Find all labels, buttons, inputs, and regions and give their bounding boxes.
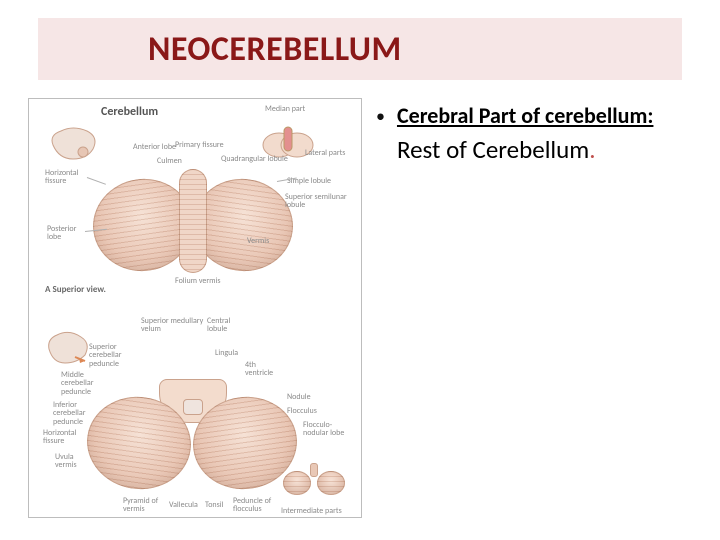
content-row: Cerebellum Median part Lateral parts (0, 92, 720, 540)
bullet-body: Cerebral Part of cerebellum: Rest of Cer… (397, 102, 696, 165)
label-flocculonodular: Flocculo-nodular lobe (303, 421, 357, 438)
label-culmen: Culmen (157, 157, 182, 165)
label-pyramid-vermis: Pyramid of vermis (123, 497, 163, 514)
label-intermediate-parts: Intermediate parts (281, 507, 342, 515)
title-box: NEOCEREBELLUM (38, 18, 682, 80)
cerebellum-anterior (87, 369, 297, 493)
bullet-heading: Cerebral Part of cerebellum: (397, 102, 696, 130)
label-posterior-lobe: Posterior lobe (47, 225, 87, 242)
view-a-label: A Superior view. (45, 285, 106, 294)
label-4th-ventricle: 4th ventricle (245, 361, 285, 378)
slide: NEOCEREBELLUM Cerebellum Median part (0, 0, 720, 540)
bullet-sub-period: . (589, 134, 595, 165)
label-ped-flocculus: Peduncle of flocculus (233, 497, 281, 514)
label-median-part: Median part (265, 105, 305, 113)
label-vallecula: Vallecula (169, 501, 198, 509)
slide-title: NEOCEREBELLUM (148, 29, 402, 70)
inferior-view: Superior medullary velum Central lobule … (29, 313, 363, 513)
label-uvula-vermis: Uvula vermis (55, 453, 95, 470)
label-lingula: Lingula (215, 349, 238, 357)
label-anterior-lobe: Anterior lobe (133, 143, 176, 151)
label-quadrangular: Quadrangular lobule (221, 155, 288, 163)
label-inf-cb-ped: Inferior cerebellar peduncle (53, 401, 109, 426)
label-mid-cb-ped: Middle cerebellar peduncle (61, 371, 117, 396)
bullet-item: • Cerebral Part of cerebellum: Rest of C… (376, 102, 696, 165)
label-vermis: Vermis (247, 237, 269, 245)
bullet-dot-icon: • (376, 102, 385, 130)
label-flocculus: Flocculus (287, 407, 317, 415)
label-sup-med-velum: Superior medullary velum (141, 317, 211, 334)
label-horizontal-fissure-2: Horizontal fissure (43, 429, 91, 446)
label-sup-cb-ped: Superior cerebellar peduncle (89, 343, 145, 368)
cerebellum-superior (93, 161, 293, 277)
bullet-sub-text: Rest of Cerebellum (397, 134, 589, 165)
flocculonodular-thumbnail (283, 463, 345, 503)
label-folium-vermis: Folium vermis (175, 277, 221, 285)
diagram-column: Cerebellum Median part Lateral parts (0, 92, 370, 540)
label-nodule: Nodule (287, 393, 311, 401)
diagram-panel: Cerebellum Median part Lateral parts (28, 98, 362, 518)
brain-locator-icon (47, 125, 99, 161)
brain-locator-icon (45, 331, 91, 365)
superior-view: Median part Lateral parts Anterior lobe … (29, 99, 363, 299)
label-sup-semilunar: Superior semilunar lobule (285, 193, 355, 210)
text-column: • Cerebral Part of cerebellum: Rest of C… (370, 92, 720, 540)
label-primary-fissure: Primary fissure (175, 141, 224, 149)
bullet-subline: Rest of Cerebellum. (397, 134, 696, 165)
label-lateral-parts: Lateral parts (305, 149, 345, 157)
label-tonsil: Tonsil (205, 501, 223, 509)
label-central-lobule: Central lobule (207, 317, 247, 334)
label-horizontal-fissure: Horizontal fissure (45, 169, 91, 186)
